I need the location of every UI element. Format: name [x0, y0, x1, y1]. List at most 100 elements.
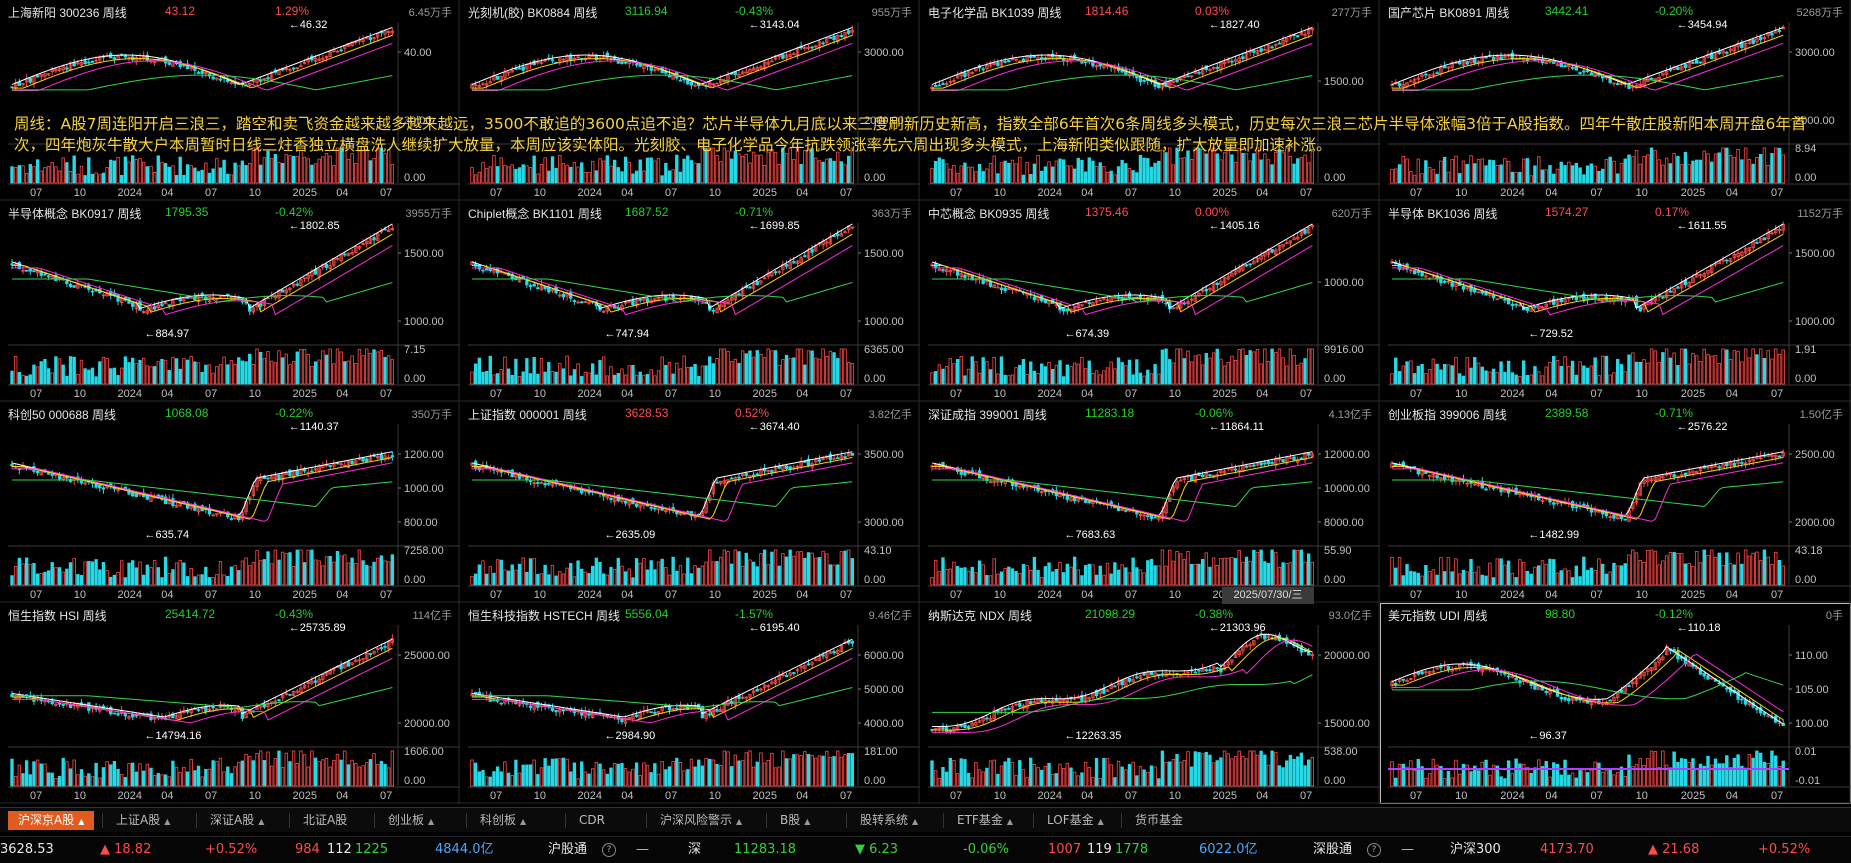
volume-bar [55, 779, 58, 786]
candle-body [1492, 488, 1495, 489]
candle-body [1677, 287, 1680, 288]
x-tick-label: 04 [621, 187, 633, 199]
volume-tick-label: 0.00 [864, 574, 885, 586]
volume-bar [1771, 564, 1774, 585]
x-tick-label: 10 [74, 589, 86, 601]
volume-bar [1055, 365, 1058, 384]
volume-bar [1774, 552, 1777, 585]
volume-label: 6.45万手 [409, 4, 452, 20]
volume-bar [471, 577, 474, 585]
volume-bar [474, 175, 477, 183]
volume-bar [785, 759, 788, 786]
candle-body [942, 270, 945, 271]
volume-bar [303, 755, 306, 786]
volume-bar [1579, 577, 1582, 585]
volume-bar [289, 365, 292, 384]
candle-body [785, 466, 788, 469]
candle-body [551, 60, 554, 61]
volume-tick-label: 1.91 [1795, 344, 1816, 356]
candle-body [1759, 37, 1762, 40]
volume-bar [562, 369, 565, 384]
volume-bar [701, 566, 704, 585]
volume-bar [1037, 373, 1040, 384]
last-price: 43.12 [165, 4, 195, 18]
volume-bar [1586, 166, 1589, 183]
x-tick-label: 10 [1636, 388, 1648, 400]
volume-bar [577, 561, 580, 585]
x-tick-label: 2025 [1681, 589, 1705, 601]
candle-body [1650, 78, 1653, 79]
candle-body [785, 265, 788, 267]
candle-body [1624, 519, 1627, 520]
volume-bar [1253, 154, 1256, 183]
volume-bar [1136, 173, 1139, 183]
volume-bar [1507, 561, 1510, 585]
x-tick-label: 07 [205, 790, 217, 802]
volume-bar [285, 354, 288, 384]
volume-bar [730, 564, 733, 585]
candle-body [1451, 282, 1454, 286]
volume-bar [956, 566, 959, 585]
volume-bar [1451, 572, 1454, 585]
volume-bar [1515, 577, 1518, 585]
volume-bar [1051, 572, 1054, 585]
x-tick-label: 10 [534, 790, 546, 802]
volume-bar [95, 560, 98, 585]
volume-bar [11, 371, 14, 384]
candle-body [537, 288, 540, 289]
volume-bar [716, 561, 719, 585]
volume-bar [318, 159, 321, 183]
volume-bar [763, 358, 766, 384]
moving-average-line [472, 75, 852, 90]
volume-bar [1022, 175, 1025, 183]
x-tick-label: 04 [621, 589, 633, 601]
volume-bar [285, 753, 288, 786]
volume-bar [1073, 772, 1076, 786]
volume-bar [387, 562, 390, 585]
volume-bar [945, 772, 948, 786]
volume-bar [22, 774, 25, 786]
candle-body [1692, 62, 1695, 63]
volume-bar [391, 751, 394, 786]
volume-bar [1267, 362, 1270, 384]
volume-bar [329, 156, 332, 183]
volume-bar [58, 359, 61, 384]
volume-bar [314, 362, 317, 384]
volume-bar [1432, 359, 1435, 384]
volume-bar [767, 349, 770, 384]
volume-bar [635, 375, 638, 384]
volume-bar [1729, 359, 1732, 384]
x-tick-label: 07 [950, 790, 962, 802]
volume-bar [1428, 369, 1431, 384]
